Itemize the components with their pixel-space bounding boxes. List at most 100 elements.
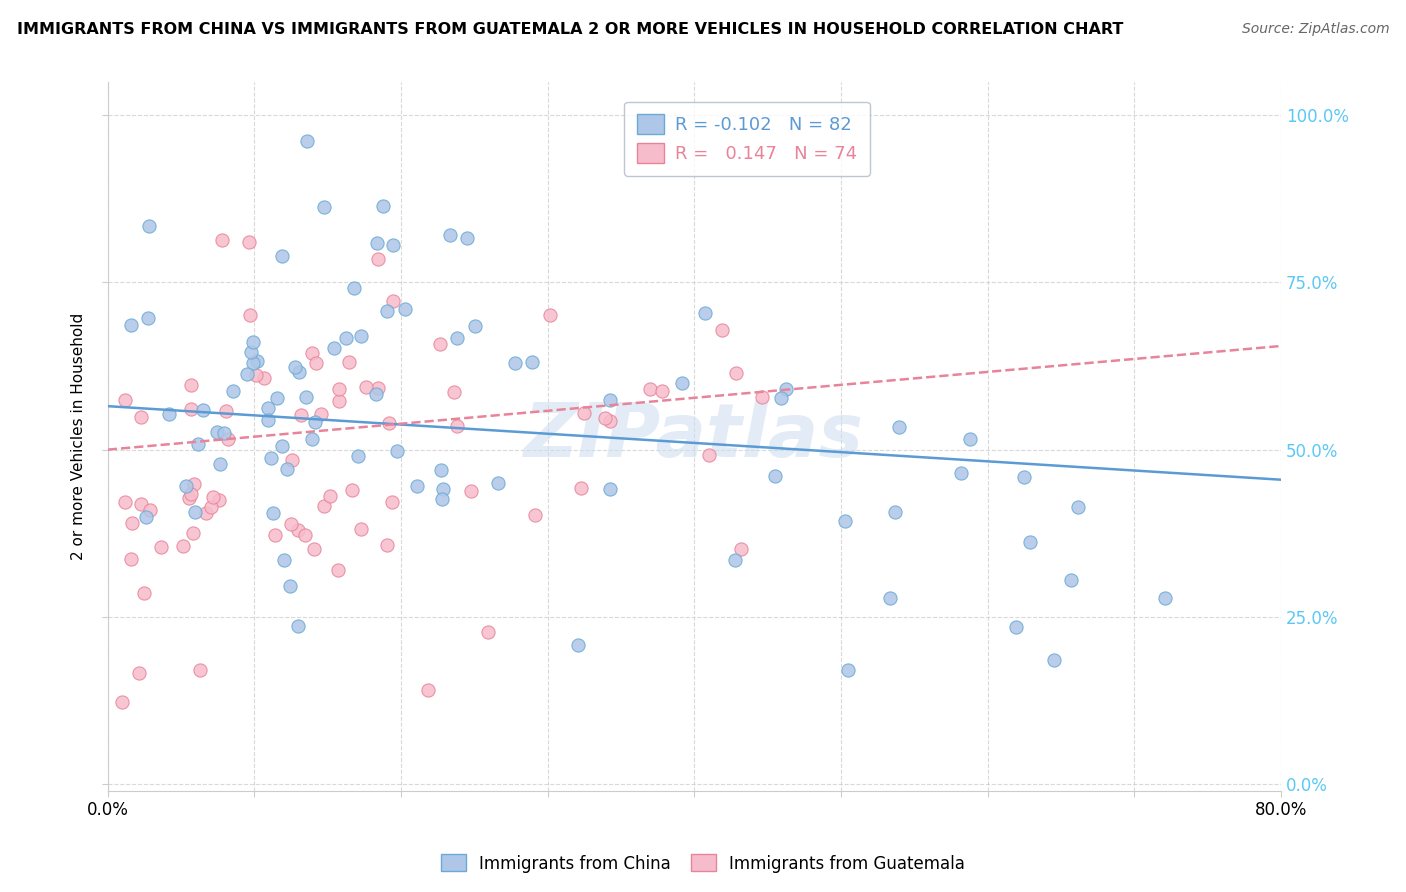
Point: [477, 624, 499, 639]
Point: [111, 695, 134, 709]
Point: [208, 493, 231, 508]
Point: [183, 477, 205, 491]
Point: [837, 663, 859, 677]
Point: [319, 490, 342, 504]
Point: [287, 524, 309, 538]
Point: [222, 384, 245, 398]
Point: [340, 483, 363, 497]
Point: [304, 415, 326, 429]
Point: [883, 504, 905, 518]
Point: [350, 329, 373, 343]
Point: [212, 425, 235, 440]
Text: ZIPatlas: ZIPatlas: [524, 400, 865, 473]
Point: [312, 200, 335, 214]
Point: [651, 384, 673, 398]
Point: [879, 591, 901, 605]
Point: [375, 538, 398, 552]
Point: [486, 476, 509, 491]
Point: [180, 401, 202, 416]
Point: [301, 432, 323, 446]
Point: [114, 495, 136, 509]
Point: [312, 499, 335, 513]
Point: [172, 539, 194, 553]
Text: Source: ZipAtlas.com: Source: ZipAtlas.com: [1241, 22, 1389, 37]
Point: [194, 506, 217, 520]
Point: [120, 318, 142, 332]
Point: [710, 322, 733, 336]
Point: [135, 510, 157, 524]
Point: [245, 368, 267, 382]
Point: [305, 356, 328, 370]
Point: [523, 508, 546, 522]
Point: [270, 249, 292, 263]
Point: [180, 378, 202, 392]
Point: [430, 463, 453, 477]
Point: [242, 356, 264, 370]
Point: [432, 492, 454, 507]
Point: [180, 486, 202, 500]
Point: [273, 553, 295, 567]
Point: [290, 408, 312, 422]
Point: [443, 384, 465, 399]
Point: [128, 665, 150, 680]
Point: [724, 553, 747, 567]
Point: [446, 330, 468, 344]
Point: [132, 586, 155, 600]
Point: [129, 409, 152, 424]
Point: [751, 390, 773, 404]
Point: [256, 401, 278, 416]
Point: [593, 411, 616, 425]
Point: [138, 219, 160, 233]
Point: [599, 414, 621, 428]
Point: [235, 367, 257, 381]
Point: [599, 393, 621, 408]
Point: [193, 403, 215, 417]
Point: [302, 542, 325, 557]
Point: [188, 663, 211, 677]
Point: [253, 371, 276, 385]
Point: [245, 353, 267, 368]
Point: [503, 356, 526, 370]
Point: [385, 443, 408, 458]
Point: [347, 449, 370, 463]
Point: [949, 466, 972, 480]
Point: [328, 394, 350, 409]
Point: [301, 346, 323, 360]
Point: [693, 306, 716, 320]
Point: [322, 341, 344, 355]
Point: [131, 497, 153, 511]
Point: [260, 451, 283, 466]
Point: [380, 495, 402, 509]
Point: [215, 404, 238, 418]
Point: [177, 491, 200, 506]
Legend: Immigrants from China, Immigrants from Guatemala: Immigrants from China, Immigrants from G…: [434, 847, 972, 880]
Point: [181, 525, 204, 540]
Point: [239, 308, 262, 322]
Point: [264, 528, 287, 542]
Point: [238, 235, 260, 249]
Point: [114, 392, 136, 407]
Point: [217, 433, 239, 447]
Point: [572, 406, 595, 420]
Point: [460, 484, 482, 499]
Point: [1059, 573, 1081, 587]
Point: [1067, 500, 1090, 514]
Point: [208, 457, 231, 471]
Point: [730, 541, 752, 556]
Point: [429, 337, 451, 351]
Point: [328, 383, 350, 397]
Point: [1012, 469, 1035, 483]
Point: [375, 304, 398, 318]
Point: [270, 439, 292, 453]
Point: [1043, 653, 1066, 667]
Point: [284, 360, 307, 375]
Point: [266, 392, 288, 406]
Point: [382, 293, 405, 308]
Point: [242, 335, 264, 350]
Point: [287, 619, 309, 633]
Point: [350, 522, 373, 536]
Point: [121, 516, 143, 531]
Point: [326, 563, 349, 577]
Point: [520, 355, 543, 369]
Point: [201, 490, 224, 504]
